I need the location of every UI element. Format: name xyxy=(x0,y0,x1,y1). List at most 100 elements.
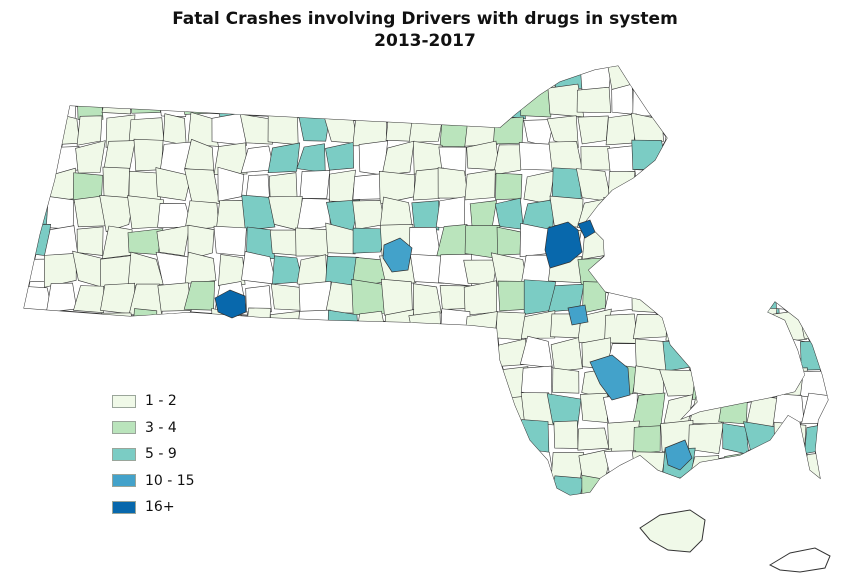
legend-swatch xyxy=(112,474,136,488)
town-polygon xyxy=(580,146,613,171)
town-polygon xyxy=(773,421,807,454)
town-polygon xyxy=(519,66,556,93)
town-polygon xyxy=(24,199,48,225)
town-polygon xyxy=(520,392,554,426)
town-polygon xyxy=(494,197,524,230)
town-polygon xyxy=(158,339,191,372)
town-polygon xyxy=(211,392,247,426)
town-polygon xyxy=(607,171,636,201)
town-polygon xyxy=(213,142,248,175)
town-polygon xyxy=(24,258,49,283)
town-polygon xyxy=(716,364,752,398)
town-polygon xyxy=(663,251,696,286)
town-polygon xyxy=(720,230,753,259)
town-polygon xyxy=(244,86,274,116)
town-polygon xyxy=(408,66,443,85)
town-polygon xyxy=(329,169,356,203)
town-polygon xyxy=(385,505,414,538)
legend-item: 5 - 9 xyxy=(112,441,195,468)
town-polygon xyxy=(717,66,749,88)
town-polygon xyxy=(100,282,136,315)
town-polygon xyxy=(242,390,274,428)
town-polygon xyxy=(634,338,668,371)
town-polygon xyxy=(718,196,752,227)
town-polygon xyxy=(101,87,132,115)
town-polygon xyxy=(611,83,634,115)
town-polygon xyxy=(24,398,49,424)
town-polygon xyxy=(268,363,303,396)
town-polygon xyxy=(469,200,497,228)
town-polygon xyxy=(381,338,412,372)
town-polygon xyxy=(662,340,694,372)
town-polygon xyxy=(830,395,850,426)
legend-label: 3 - 4 xyxy=(145,419,177,436)
town-barnstable-10-15 xyxy=(664,439,693,471)
town-polygon xyxy=(800,482,828,495)
town-polygon xyxy=(76,476,107,495)
town-polygon xyxy=(241,66,276,92)
town-polygon xyxy=(465,451,497,481)
town-polygon xyxy=(352,66,383,85)
town-polygon xyxy=(688,252,725,285)
town-polygon xyxy=(688,225,723,257)
town-polygon xyxy=(409,338,443,371)
town-polygon xyxy=(520,310,556,339)
town-polygon xyxy=(240,504,276,534)
town-polygon xyxy=(830,510,850,537)
town-polygon xyxy=(520,88,553,118)
map-title-line-1: Fatal Crashes involving Drivers with dru… xyxy=(172,9,678,29)
town-polygon xyxy=(78,363,108,397)
town-polygon xyxy=(326,507,355,535)
town-polygon xyxy=(74,508,108,534)
town-polygon xyxy=(160,66,188,91)
town-polygon xyxy=(380,396,411,427)
town-polygon xyxy=(830,476,850,512)
town-polygon xyxy=(746,508,780,536)
town-polygon xyxy=(580,392,608,423)
town-polygon xyxy=(770,252,808,287)
town-polygon xyxy=(463,419,500,449)
town-polygon xyxy=(18,510,50,538)
legend-swatch xyxy=(112,394,136,408)
town-polygon xyxy=(294,475,332,495)
legend-item: 1 - 2 xyxy=(112,388,195,415)
town-polygon xyxy=(632,84,666,117)
town-polygon xyxy=(24,369,51,398)
town-polygon xyxy=(689,455,720,478)
town-polygon xyxy=(436,426,469,452)
town-polygon xyxy=(296,451,333,480)
legend-item: 3 - 4 xyxy=(112,415,195,442)
town-polygon xyxy=(633,425,661,455)
town-polygon xyxy=(660,223,696,261)
town-polygon xyxy=(327,309,360,343)
town-polygon xyxy=(412,283,442,316)
map-title: Fatal Crashes involving Drivers with dru… xyxy=(0,8,850,52)
town-polygon xyxy=(749,141,780,176)
town-polygon xyxy=(546,115,579,149)
town-polygon xyxy=(24,66,48,92)
town-polygon xyxy=(464,169,496,201)
town-polygon xyxy=(241,363,272,400)
town-polygon xyxy=(268,172,298,201)
town-polygon xyxy=(577,115,609,145)
legend-item: 10 - 15 xyxy=(112,468,195,495)
town-polygon xyxy=(550,337,583,372)
town-polygon xyxy=(802,200,828,232)
town-polygon xyxy=(46,362,75,400)
town-polygon xyxy=(24,111,50,146)
town-polygon xyxy=(184,251,217,284)
town-polygon xyxy=(268,336,303,367)
town-polygon xyxy=(325,141,354,171)
town-polygon xyxy=(832,253,850,285)
town-polygon xyxy=(380,278,413,316)
town-polygon xyxy=(772,448,808,481)
town-polygon xyxy=(272,422,305,456)
town-polygon xyxy=(99,194,135,233)
town-worcester-10-15 xyxy=(382,237,413,273)
town-polygon xyxy=(777,88,807,119)
town-polygon xyxy=(493,66,526,89)
legend-label: 5 - 9 xyxy=(145,446,177,463)
town-polygon xyxy=(414,422,444,452)
town-polygon xyxy=(323,421,358,453)
